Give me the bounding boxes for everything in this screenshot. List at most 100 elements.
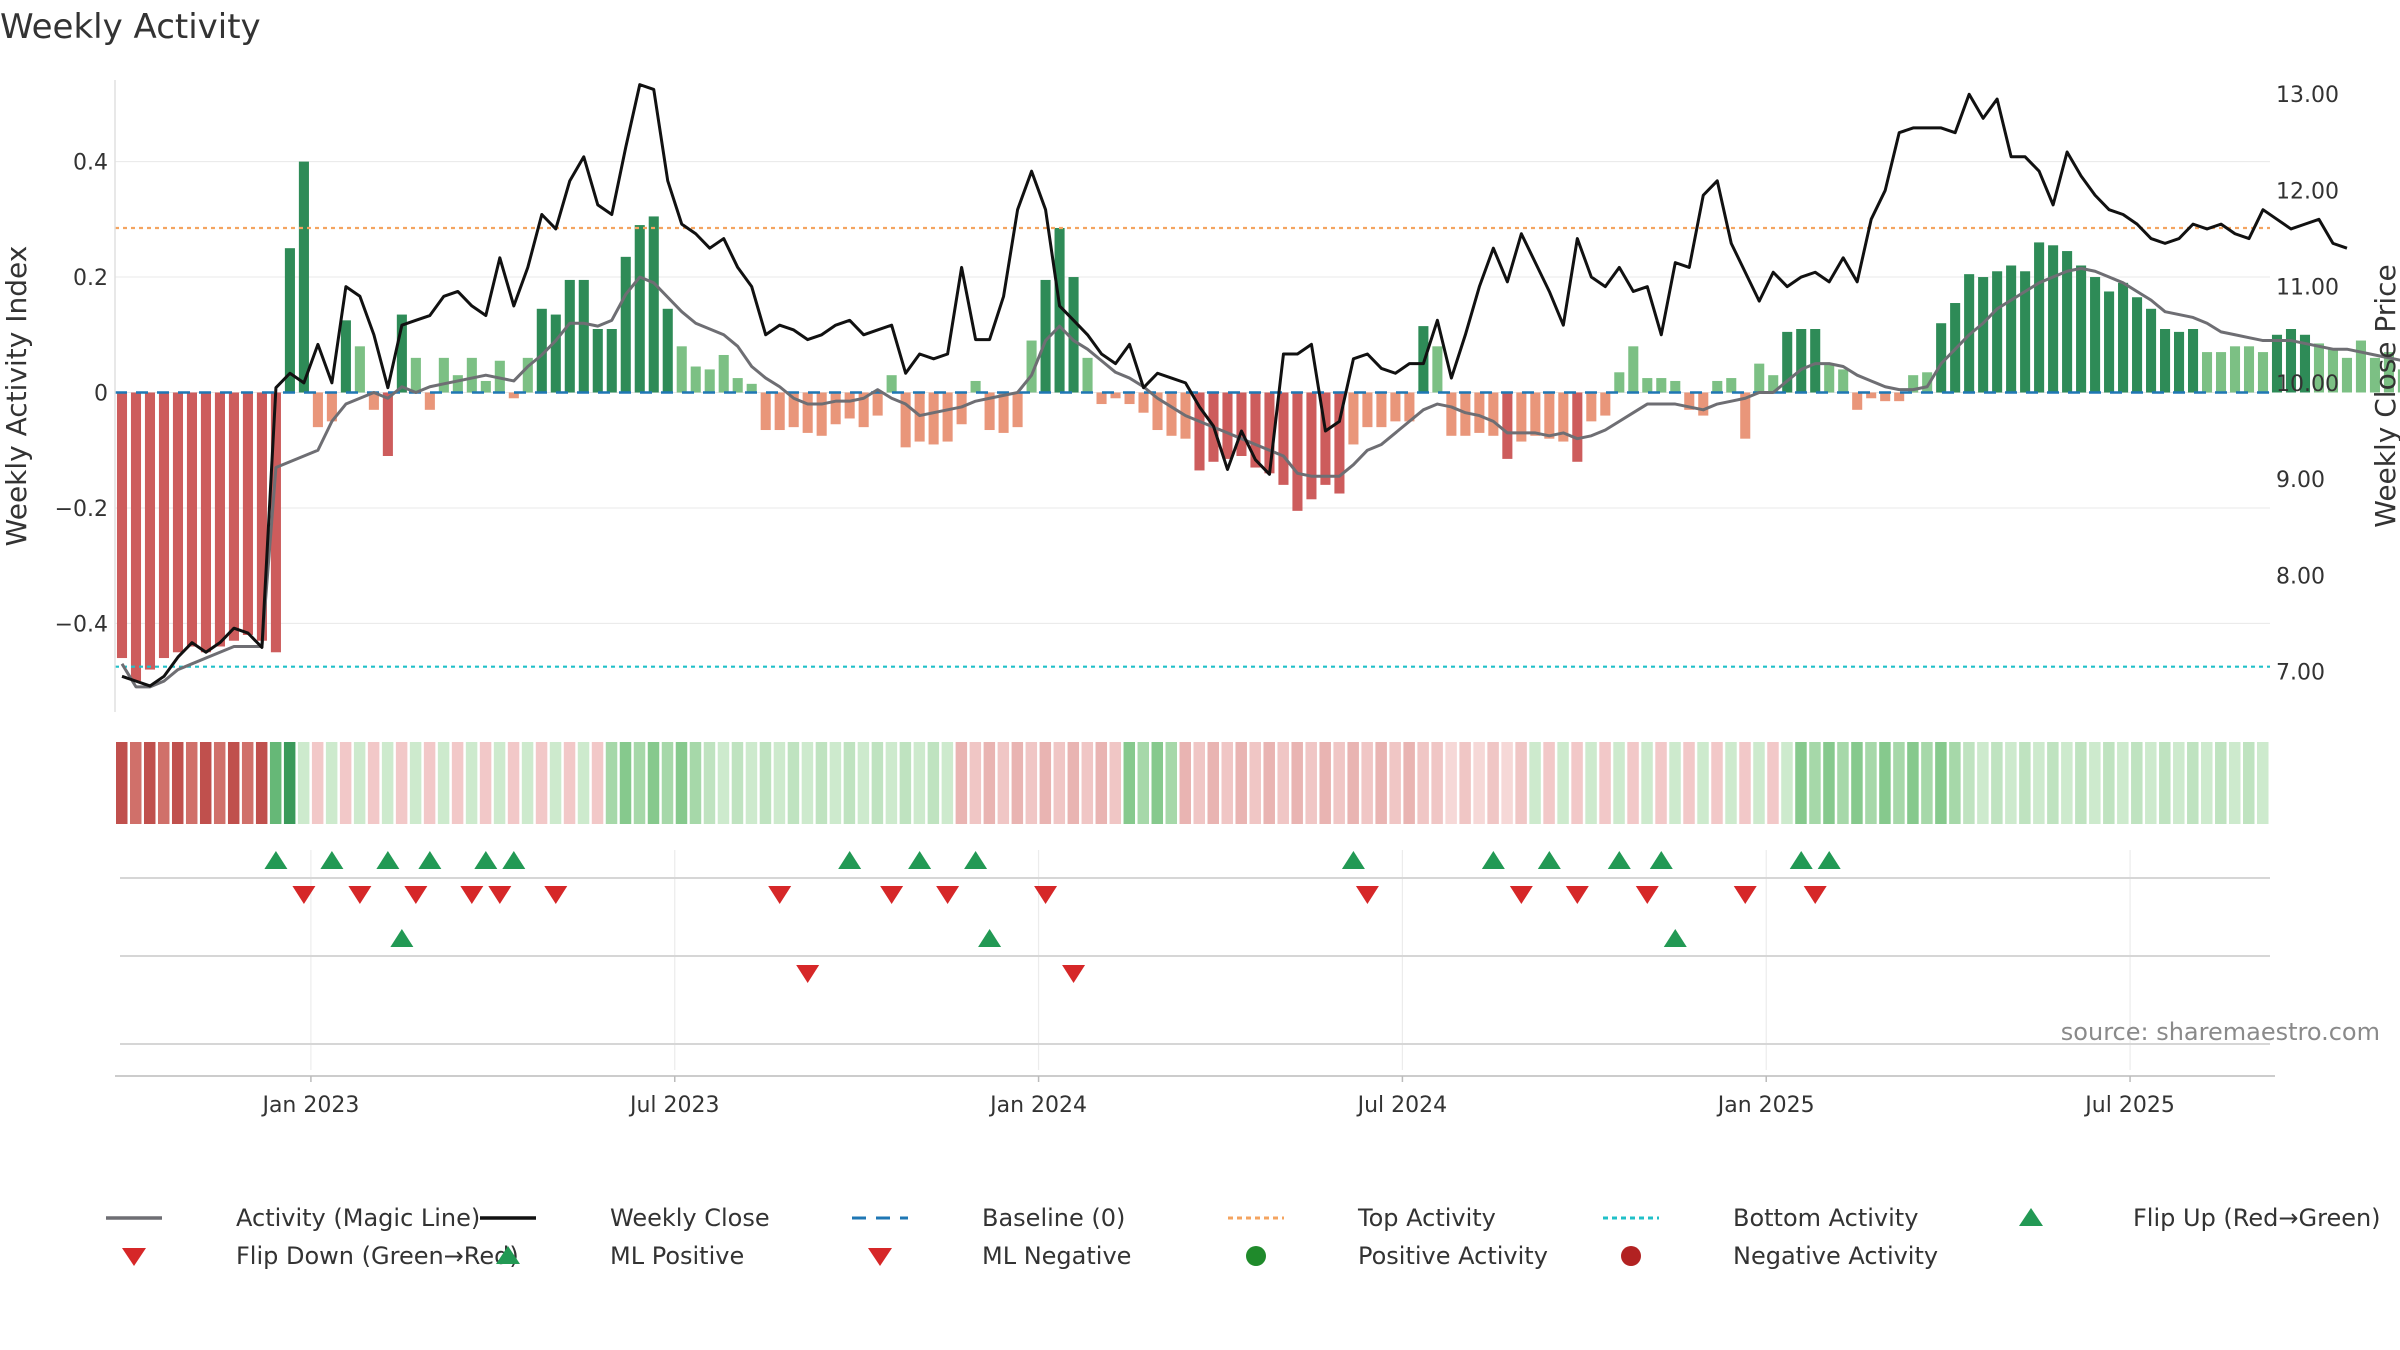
- strip-cell: [1277, 742, 1289, 824]
- grid-layer: [115, 161, 2270, 1070]
- activity-bar: [1824, 363, 1835, 393]
- legend-item-close: Weekly Close: [480, 1204, 770, 1232]
- x-tick-label: Jul 2024: [1356, 1093, 1448, 1118]
- activity-bar: [1712, 380, 1723, 393]
- flip-up-marker: [376, 851, 400, 869]
- strip-cell: [1305, 742, 1317, 824]
- activity-bar: [1110, 392, 1121, 399]
- activity-bar: [2327, 349, 2339, 393]
- legend-negative-dot-icon: [1621, 1246, 1641, 1266]
- flip-down-marker: [936, 886, 960, 904]
- strip-cell: [297, 742, 310, 824]
- strip-cell: [171, 742, 184, 824]
- legend-item-ml-pos: ML Positive: [496, 1242, 744, 1270]
- strip-cell: [2103, 742, 2115, 824]
- y-tick-label: 0: [94, 382, 108, 407]
- strip-cell: [1263, 742, 1275, 824]
- activity-bar: [1222, 392, 1233, 459]
- strip-cell: [2257, 742, 2269, 824]
- activity-bar: [732, 378, 743, 393]
- activity-bar: [452, 375, 463, 393]
- activity-bar: [1810, 329, 1821, 393]
- activity-bar: [774, 392, 785, 431]
- legend-label: Weekly Close: [610, 1204, 770, 1232]
- activity-bar: [438, 357, 449, 393]
- activity-bar: [1572, 392, 1583, 462]
- legend-item-pos-act: Positive Activity: [1246, 1242, 1548, 1270]
- activity-bar: [466, 357, 477, 393]
- reference-lines: [115, 226, 2270, 668]
- strip-cell: [1991, 742, 2003, 824]
- flip-down-marker: [460, 886, 484, 904]
- y2-tick-label: 9.00: [2276, 468, 2325, 493]
- legend-label: Positive Activity: [1358, 1242, 1548, 1270]
- series-lines: [120, 83, 2400, 689]
- ml-positive-marker: [978, 929, 1002, 947]
- flip-down-marker: [1635, 886, 1659, 904]
- flip-down-marker: [768, 886, 792, 904]
- strip-cell: [1543, 742, 1555, 824]
- legend-label: Activity (Magic Line): [236, 1204, 480, 1232]
- strip-cell: [1851, 742, 1863, 824]
- strip-cell: [129, 742, 142, 824]
- activity-bar: [1782, 331, 1793, 393]
- legend: Activity (Magic Line) Weekly Close Baselin…: [106, 1204, 2381, 1270]
- strip-cell: [2075, 742, 2087, 824]
- ml-negative-marker: [1062, 965, 1086, 983]
- activity-bar: [116, 392, 128, 659]
- strip-cell: [339, 742, 352, 824]
- activity-bar: [1012, 392, 1023, 428]
- activity-bar: [1754, 363, 1765, 393]
- strip-cell: [647, 742, 660, 824]
- strip-cell: [2159, 742, 2171, 824]
- activity-bar: [1124, 392, 1135, 405]
- strip-cell: [2229, 742, 2241, 824]
- strip-cell: [1725, 742, 1737, 824]
- y-tick-label: −0.4: [55, 612, 108, 637]
- strip-cell: [283, 742, 296, 824]
- activity-bar: [1040, 279, 1051, 393]
- activity-strip: [116, 742, 2269, 824]
- strip-cell: [2047, 742, 2059, 824]
- strip-cell: [1655, 742, 1667, 824]
- strip-cell: [1081, 742, 1094, 824]
- ml-positive-marker: [1663, 929, 1687, 947]
- flip-up-marker: [838, 851, 862, 869]
- activity-bar: [606, 329, 617, 393]
- legend-label: Top Activity: [1357, 1204, 1496, 1232]
- activity-bar: [1054, 227, 1065, 393]
- strip-cell: [2005, 742, 2017, 824]
- activity-bar: [396, 314, 407, 393]
- strip-cell: [955, 742, 968, 824]
- activity-bar: [718, 354, 729, 393]
- activity-bar: [2215, 352, 2227, 393]
- activity-bar: [942, 392, 953, 442]
- strip-cell: [1641, 742, 1653, 824]
- flip-down-marker: [880, 886, 904, 904]
- x-tick-label: Jan 2023: [260, 1093, 359, 1118]
- activity-bar: [1026, 340, 1037, 393]
- flip-up-marker: [1341, 851, 1365, 869]
- activity-bar: [1768, 375, 1779, 393]
- activity-bar: [690, 366, 701, 393]
- activity-bar: [564, 279, 575, 393]
- axes: −0.4 −0.2 0 0.2 0.4 7.00 8.00 9.00 10.00 11.00 12.…: [55, 80, 2339, 712]
- flip-up-marker: [1607, 851, 1631, 869]
- activity-bar: [760, 392, 771, 431]
- activity-bar: [480, 380, 491, 393]
- strip-cell: [1095, 742, 1108, 824]
- legend-positive-dot-icon: [1246, 1246, 1266, 1266]
- strip-cell: [1599, 742, 1611, 824]
- activity-bar: [550, 314, 561, 393]
- strip-cell: [1893, 742, 1905, 824]
- strip-cell: [507, 742, 520, 824]
- legend-up-triangle-icon: [2019, 1208, 2043, 1226]
- strip-cell: [591, 742, 604, 824]
- activity-bar: [2020, 271, 2031, 393]
- activity-bar: [1194, 392, 1205, 471]
- flip-down-marker: [488, 886, 512, 904]
- strip-cell: [1487, 742, 1499, 824]
- activity-bar: [858, 392, 869, 428]
- activity-bar: [2355, 340, 2366, 393]
- activity-bar: [2229, 346, 2241, 393]
